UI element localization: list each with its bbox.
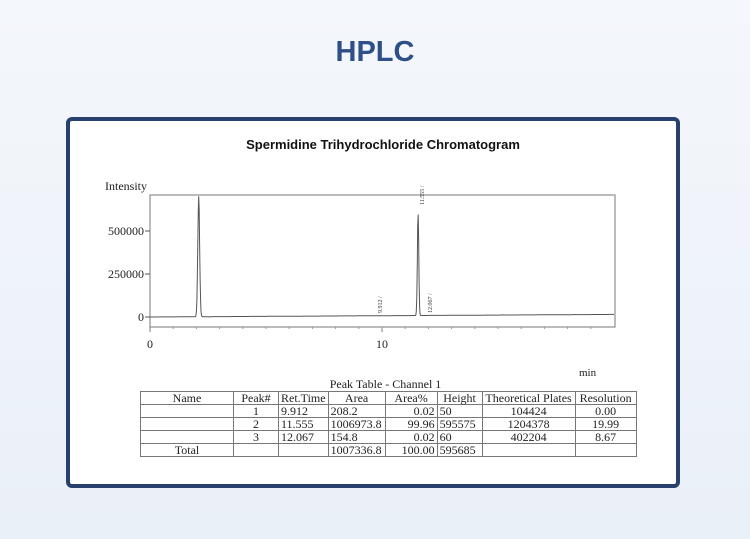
table-cell: 12.067 <box>278 430 329 444</box>
table-cell: 1007336.8 <box>327 443 386 457</box>
peak-label: 12.067 / <box>428 293 434 313</box>
table-cell <box>140 417 234 431</box>
table-cell <box>481 443 576 457</box>
peak-label: 9.912 / <box>378 296 384 313</box>
peak-table: Name Peak# Ret.Time Area Area% Height Theoreti… <box>140 391 637 457</box>
table-cell: 1204378 <box>481 417 576 431</box>
column-header: Ret.Time <box>278 391 329 405</box>
column-header: Theoretical Plates <box>481 391 576 405</box>
x-axis-label: min <box>579 367 597 379</box>
table-cell: 3 <box>233 430 279 444</box>
table-cell: 0.00 <box>574 404 637 418</box>
table-row: 1 9.912 208.2 0.02 50 104424 0.00 <box>140 404 637 418</box>
column-header: Area% <box>384 391 438 405</box>
table-cell <box>278 443 329 457</box>
table-cell: 9.912 <box>278 404 329 418</box>
table-cell: 0.02 <box>384 430 438 444</box>
table-cell <box>140 404 234 418</box>
table-cell: 208.2 <box>327 404 386 418</box>
column-header: Resolution <box>574 391 637 405</box>
chromatogram-trace <box>150 196 614 318</box>
table-cell: 402204 <box>481 430 576 444</box>
table-cell <box>233 443 279 457</box>
table-header-row: Name Peak# Ret.Time Area Area% Height Theoreti… <box>140 391 637 405</box>
x-tick-label: 10 <box>376 337 388 351</box>
table-cell <box>574 443 637 457</box>
table-cell: 99.96 <box>384 417 438 431</box>
table-cell: 104424 <box>481 404 576 418</box>
table-row: 2 11.555 1006973.8 99.96 595575 1204378 19.99 <box>140 417 637 431</box>
table-cell: 1006973.8 <box>327 417 386 431</box>
y-tick-label: 250000 <box>108 267 144 281</box>
table-cell: 19.99 <box>574 417 637 431</box>
table-cell: 60 <box>436 430 483 444</box>
chart-title: Spermidine Trihydrochloride Chromatogram <box>246 137 520 152</box>
table-cell: 2 <box>233 417 279 431</box>
y-tick-label: 0 <box>138 310 144 324</box>
table-cell: 11.555 <box>278 417 329 431</box>
table-cell: 0.02 <box>384 404 438 418</box>
table-cell <box>140 430 234 444</box>
column-header: Peak# <box>233 391 279 405</box>
table-cell: 595685 <box>436 443 483 457</box>
table-cell: 100.00 <box>384 443 438 457</box>
peak-label: 11.555 / <box>420 185 426 205</box>
table-row: Total 1007336.8 100.00 595685 <box>140 443 637 457</box>
table-cell: 8.67 <box>574 430 637 444</box>
table-cell: Total <box>140 443 234 457</box>
x-tick-label: 0 <box>147 337 153 351</box>
column-header: Name <box>140 391 234 405</box>
table-cell: 595575 <box>436 417 483 431</box>
y-axis-label: Intensity <box>105 179 147 193</box>
table-row: 3 12.067 154.8 0.02 60 402204 8.67 <box>140 430 637 444</box>
page-title: HPLC <box>335 36 415 68</box>
table-cell: 1 <box>233 404 279 418</box>
column-header: Height <box>436 391 483 405</box>
y-tick-label: 500000 <box>108 224 144 238</box>
table-cell: 50 <box>436 404 483 418</box>
table-cell: 154.8 <box>327 430 386 444</box>
column-header: Area <box>327 391 386 405</box>
peak-table-title: Peak Table - Channel 1 <box>329 377 442 391</box>
